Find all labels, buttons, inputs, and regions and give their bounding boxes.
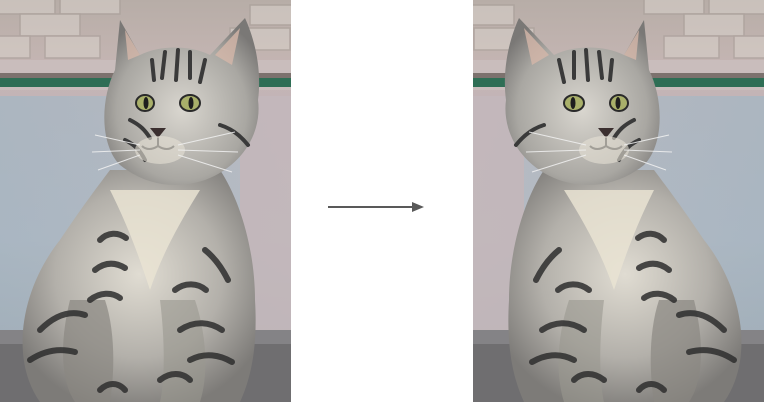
original-cat-photo xyxy=(0,0,291,402)
cat-photo-right xyxy=(473,0,764,402)
flipped-cat-photo xyxy=(473,0,764,402)
transform-arrow xyxy=(326,200,426,214)
cat-photo-left xyxy=(0,0,291,402)
right-arrow-icon xyxy=(328,202,424,212)
